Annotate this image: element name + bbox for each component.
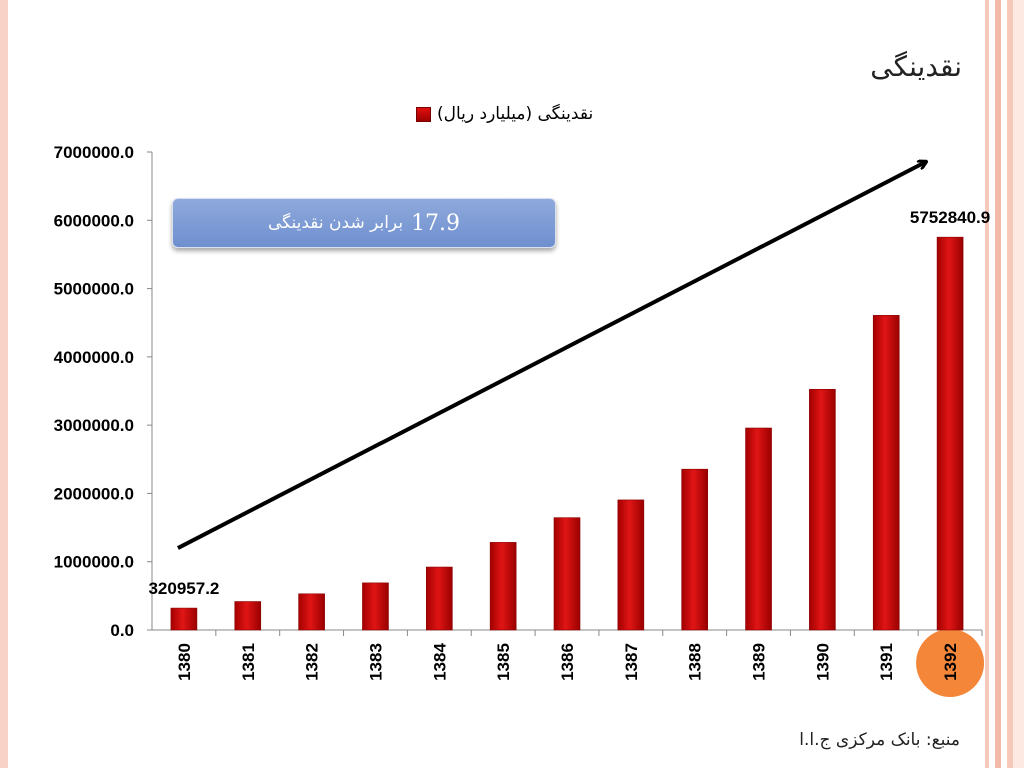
x-tick-label: 1385 xyxy=(494,643,513,681)
y-tick-label: 0.0 xyxy=(110,621,134,640)
x-tick-label: 1382 xyxy=(303,643,322,681)
bar-1380 xyxy=(170,607,198,631)
x-tick-label: 1381 xyxy=(239,643,258,681)
x-tick-label: 1392 xyxy=(941,643,960,681)
right-border-stripe xyxy=(985,0,1024,768)
bar-1388 xyxy=(681,468,708,631)
legend-label: نقدینگی (میلیارد ریال) xyxy=(437,104,594,124)
growth-callout: 17.9 برابر شدن نقدینگی xyxy=(172,198,556,248)
bar-1384 xyxy=(426,566,453,631)
callout-text: برابر شدن نقدینگی xyxy=(267,213,404,233)
slide-title: نقدینگی xyxy=(870,50,962,83)
x-tick-label: 1391 xyxy=(877,643,896,681)
highlight-circle xyxy=(916,629,985,697)
y-tick-label: 5000000.0 xyxy=(54,280,134,299)
data-label: 5752840.9 xyxy=(910,208,990,227)
bar-1383 xyxy=(362,582,389,631)
chart-legend: نقدینگی (میلیارد ریال) xyxy=(416,104,593,124)
bar-1390 xyxy=(809,388,836,631)
bar-1386 xyxy=(553,517,581,631)
bar-1382 xyxy=(298,593,325,631)
y-tick-label: 2000000.0 xyxy=(54,484,134,503)
y-tick-label: 4000000.0 xyxy=(54,348,134,367)
bar-1391 xyxy=(872,315,900,631)
bar-1387 xyxy=(617,499,645,631)
bar-1385 xyxy=(489,542,517,631)
left-border-stripe xyxy=(0,0,8,768)
data-label: 320957.2 xyxy=(148,579,219,598)
x-tick-label: 1386 xyxy=(558,643,577,681)
x-tick-label: 1389 xyxy=(750,643,769,681)
x-tick-label: 1384 xyxy=(430,643,449,681)
x-tick-label: 1390 xyxy=(813,643,832,681)
y-tick-label: 7000000.0 xyxy=(54,143,134,162)
bar-1389 xyxy=(745,427,772,631)
x-tick-label: 1387 xyxy=(622,643,641,681)
x-tick-label: 1383 xyxy=(366,643,385,681)
x-tick-label: 1388 xyxy=(686,643,705,681)
callout-number: 17.9 xyxy=(411,210,461,236)
source-note: منبع: بانک مرکزی ج.ا.ا xyxy=(799,730,960,750)
bar-1392 xyxy=(936,236,964,631)
y-tick-label: 1000000.0 xyxy=(54,553,134,572)
y-tick-label: 6000000.0 xyxy=(54,211,134,230)
x-tick-label: 1380 xyxy=(175,643,194,681)
legend-swatch xyxy=(416,106,431,122)
y-tick-label: 3000000.0 xyxy=(54,416,134,435)
trend-arrow xyxy=(177,162,925,550)
bar-1381 xyxy=(234,601,262,631)
